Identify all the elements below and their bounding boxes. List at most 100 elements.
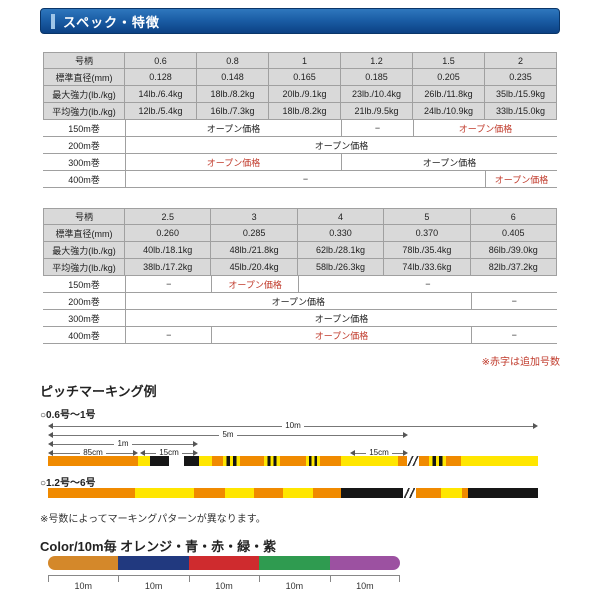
arrowhead-right-icon [403,432,408,438]
spec-value: 16lb./7.3kg [197,103,269,120]
ruler-labels: 10m 10m 10m 10m 10m [48,581,400,591]
arrowhead-right-icon [193,450,198,456]
arrowhead-right-icon [403,450,408,456]
price-value: オープン価格 [125,120,341,137]
row-label: 平均強力(lb./kg) [43,259,125,276]
price-value: − [125,327,212,344]
line-segment-m [222,456,240,466]
price-value: − [341,120,413,137]
row-label: 最大強力(lb./kg) [43,242,125,259]
arrowhead-right-icon [193,441,198,447]
line-segment-y [440,488,462,498]
spec-value: 24lb./10.9kg [413,103,485,120]
color-segment-赤 [188,556,260,570]
line-segment-o [397,456,407,466]
column-header: 0.6 [125,52,197,69]
spec-value: 38lb./17.2kg [125,259,212,276]
arrow-line [105,452,133,454]
line-segment-y [283,488,313,498]
spec-value: 14lb./6.4kg [125,86,197,103]
line-segment-k [341,488,403,498]
arrowhead-left-icon [350,450,355,456]
spec-value: 0.205 [413,69,485,86]
arrowhead-left-icon [48,450,53,456]
price-value: オープン価格 [485,171,557,188]
arrow-line [181,452,193,454]
spec-value: 33lb./15.0kg [485,103,557,120]
line-segment-y [460,456,538,466]
spec-value: 0.235 [485,69,557,86]
price-row-label: 300m巻 [43,154,125,171]
line-segment-o [416,488,441,498]
color-segment-緑 [259,556,330,570]
arrowhead-right-icon [533,423,538,429]
arrowhead-left-icon [140,450,145,456]
color-legend-heading: Color/10m毎 オレンジ・青・赤・緑・紫 [40,539,277,554]
spec-value: 78lb./35.4kg [384,242,471,259]
line-segment-m [429,456,446,466]
row-label: 最大強力(lb./kg) [43,86,125,103]
line-segment-y [134,488,194,498]
column-header: 号柄 [43,208,125,225]
line-segment-k [149,456,169,466]
price-value: オープン価格 [125,137,557,154]
arrow-line [131,443,193,445]
dim-label: 15cm [369,448,389,457]
line-segment-b [406,456,420,466]
size-range-label-2: ○1.2号〜6号 [40,478,96,489]
line-segment-k [467,488,538,498]
column-header: 3 [211,208,298,225]
price-row-label: 400m巻 [43,327,125,344]
dim-label: 1m [117,439,129,448]
line-segment-m [263,456,281,466]
size-range-label-1: ○0.6号〜1号 [40,410,96,421]
dim-label: 5m [222,430,234,439]
line-segment-o [320,456,342,466]
column-header: 2 [485,52,557,69]
dim-arrow-15cm: 15cm [140,449,198,457]
line-segment-y [224,488,255,498]
line-segment-o [419,456,430,466]
price-value: − [470,327,557,344]
spec-table-sizes-0.6-2: 号柄 0.6 0.8 1 1.2 1.5 2 標準直径(mm) 0.128 0.148 0.165 0… [43,52,557,188]
line-segment-o [48,456,138,466]
row-label: 標準直径(mm) [43,225,125,242]
ruler-label: 10m [285,581,304,591]
ruler-label: 10m [74,581,92,591]
column-header: 1.2 [341,52,413,69]
price-value: オープン価格 [341,154,557,171]
dim-label: 10m [285,421,301,430]
price-value: − [125,276,212,293]
dim-arrow-5m: 5m [48,431,408,439]
line-segment-o [254,488,284,498]
color-segment-青 [118,556,189,570]
price-row-label: 200m巻 [43,293,125,310]
spec-value: 86lb./39.0kg [470,242,557,259]
arrow-line [53,425,283,427]
spec-value: 45lb./20.4kg [211,259,298,276]
spec-value: 26lb./11.8kg [413,86,485,103]
color-segment-紫 [329,556,400,570]
header-accent-bar [51,13,55,29]
line-segment-o [445,456,461,466]
column-header: 4 [297,208,385,225]
line-segment-o [312,488,342,498]
section-title: スペック・特徴 [63,14,160,30]
price-value: オープン価格 [125,293,471,310]
ruler-tick [188,576,190,582]
pitch-marking-heading: ピッチマーキング例 [40,384,157,399]
arrow-line [53,443,115,445]
color-bar [48,556,400,570]
spec-value: 0.165 [269,69,341,86]
price-value: オープン価格 [125,154,341,171]
line-segment-y [137,456,150,466]
line-segment-o [239,456,264,466]
spec-value: 0.148 [197,69,269,86]
spec-value: 18lb./8.2kg [197,86,269,103]
price-row-label: 150m巻 [43,120,125,137]
arrow-line [391,452,403,454]
ruler-tick [399,576,400,582]
marking-line-1 [48,456,538,466]
dim-arrow-15cm: 15cm [350,449,408,457]
ruler-tick [48,576,49,582]
